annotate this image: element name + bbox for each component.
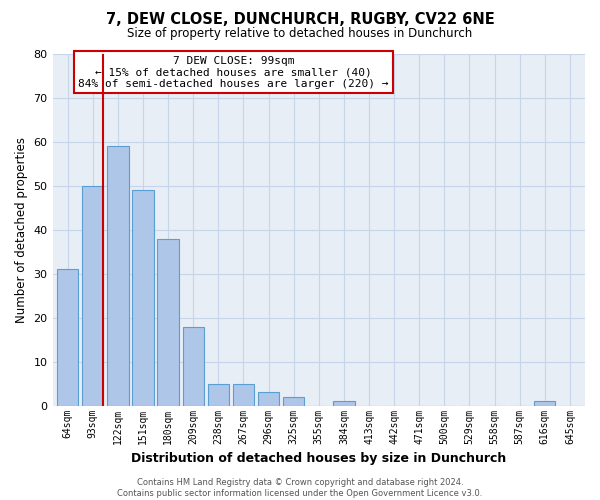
Text: Size of property relative to detached houses in Dunchurch: Size of property relative to detached ho… — [127, 28, 473, 40]
Text: 7, DEW CLOSE, DUNCHURCH, RUGBY, CV22 6NE: 7, DEW CLOSE, DUNCHURCH, RUGBY, CV22 6NE — [106, 12, 494, 28]
Bar — [107, 146, 128, 406]
Text: 7 DEW CLOSE: 99sqm
← 15% of detached houses are smaller (40)
84% of semi-detache: 7 DEW CLOSE: 99sqm ← 15% of detached hou… — [79, 56, 389, 89]
X-axis label: Distribution of detached houses by size in Dunchurch: Distribution of detached houses by size … — [131, 452, 506, 465]
Bar — [283, 397, 304, 406]
Bar — [233, 384, 254, 406]
Bar — [157, 238, 179, 406]
Bar — [182, 326, 204, 406]
Bar — [333, 401, 355, 406]
Bar — [57, 270, 78, 406]
Bar — [534, 401, 556, 406]
Bar — [208, 384, 229, 406]
Bar — [82, 186, 103, 406]
Bar — [132, 190, 154, 406]
Text: Contains HM Land Registry data © Crown copyright and database right 2024.
Contai: Contains HM Land Registry data © Crown c… — [118, 478, 482, 498]
Y-axis label: Number of detached properties: Number of detached properties — [15, 137, 28, 323]
Bar — [258, 392, 279, 406]
